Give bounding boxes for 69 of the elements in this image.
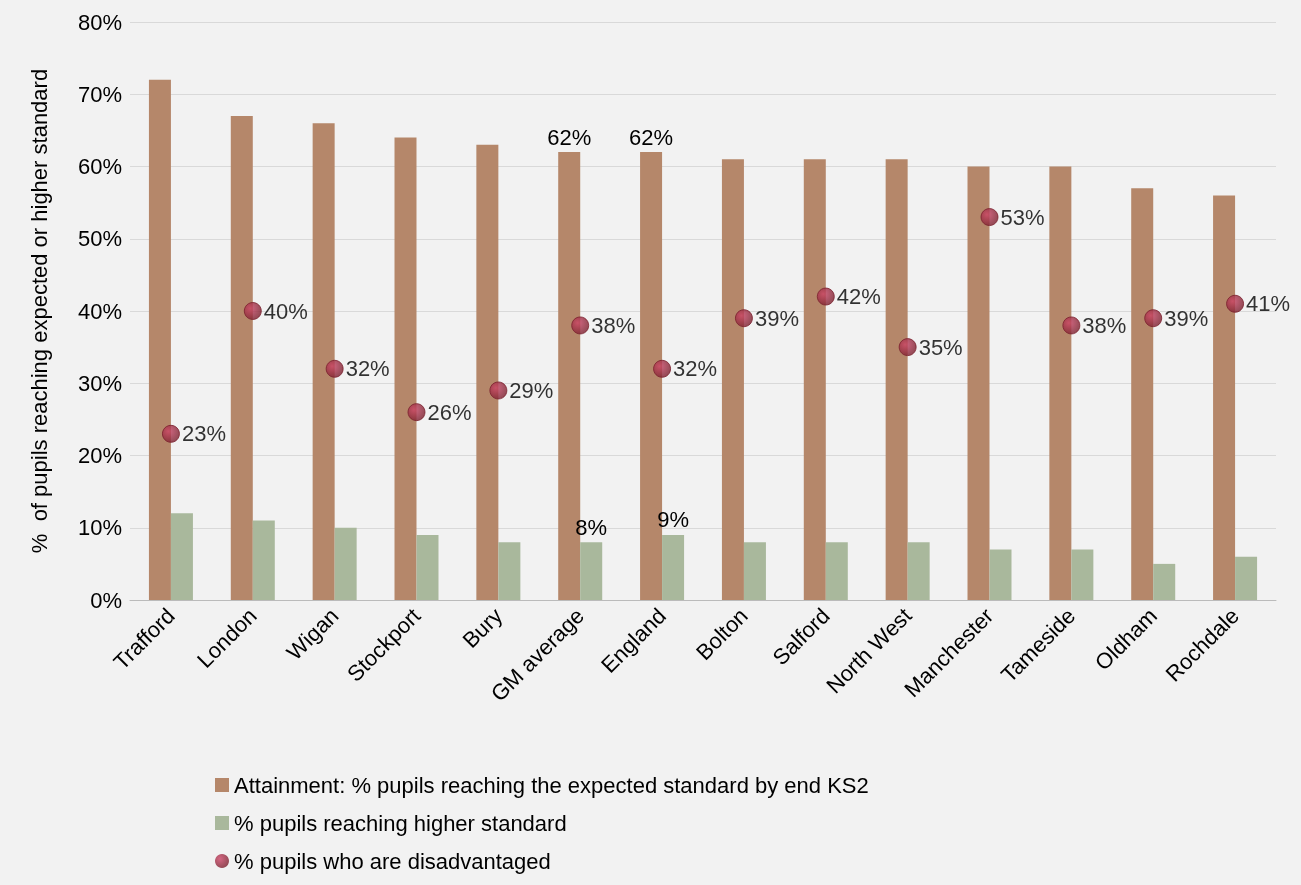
data-label: 42% xyxy=(836,284,881,310)
point xyxy=(325,359,344,378)
point xyxy=(407,403,426,422)
bar xyxy=(1131,188,1154,600)
bar xyxy=(662,534,685,600)
point xyxy=(1062,316,1081,335)
y-tick-label: 10% xyxy=(77,515,122,541)
bar xyxy=(252,520,275,600)
data-label: 29% xyxy=(509,377,554,403)
data-label: 32% xyxy=(673,356,718,382)
legend-label: % pupils reaching higher standard xyxy=(234,810,567,836)
y-tick-label: 80% xyxy=(77,9,122,35)
bar xyxy=(967,166,990,600)
bar xyxy=(825,542,848,600)
bar xyxy=(1071,549,1094,600)
data-label: 39% xyxy=(1164,305,1209,331)
legend-label: % pupils who are disadvantaged xyxy=(234,848,551,874)
bar xyxy=(1213,195,1236,600)
data-label: 38% xyxy=(1082,312,1127,338)
y-tick-label: 70% xyxy=(77,81,122,107)
bar xyxy=(498,542,521,600)
bar xyxy=(416,534,439,600)
data-label: 39% xyxy=(754,305,799,331)
bar xyxy=(743,542,766,600)
point xyxy=(1226,294,1245,313)
legend-label: Attainment: % pupils reaching the expected standard by end KS2 xyxy=(234,772,869,798)
bar xyxy=(148,79,171,600)
y-axis-title: % of pupils reaching expected or higher standard xyxy=(26,68,52,554)
bar xyxy=(989,549,1012,600)
data-label: 41% xyxy=(1246,291,1291,317)
bar xyxy=(394,137,417,600)
point xyxy=(980,208,999,227)
point xyxy=(898,338,917,357)
bar xyxy=(230,115,253,600)
bar xyxy=(885,159,908,600)
data-label: 32% xyxy=(345,356,390,382)
bar xyxy=(170,513,193,600)
data-label: 38% xyxy=(591,312,636,338)
bar xyxy=(580,542,603,600)
bar xyxy=(476,144,499,600)
y-tick-label: 30% xyxy=(77,370,122,396)
point xyxy=(734,309,753,328)
point xyxy=(1144,309,1163,328)
point xyxy=(161,424,180,443)
data-label: 62% xyxy=(547,124,592,150)
y-tick-label: 20% xyxy=(77,443,122,468)
bar xyxy=(803,159,826,600)
bar xyxy=(1049,166,1072,600)
data-label: 62% xyxy=(629,124,674,150)
y-tick-label: 0% xyxy=(90,587,122,613)
point xyxy=(489,381,508,400)
point xyxy=(816,287,835,306)
data-label: 35% xyxy=(918,334,963,360)
point xyxy=(653,359,672,378)
y-tick-label: 40% xyxy=(77,298,122,324)
point xyxy=(571,316,590,335)
data-label: 40% xyxy=(263,298,308,324)
bar xyxy=(907,542,930,600)
data-label: 23% xyxy=(181,421,226,447)
y-tick-label: 60% xyxy=(77,154,122,179)
data-label: 26% xyxy=(427,399,472,425)
bar xyxy=(312,123,335,600)
bar xyxy=(1235,556,1258,600)
bar xyxy=(334,527,357,600)
y-tick-label: 50% xyxy=(77,226,122,252)
data-label: 53% xyxy=(1000,204,1045,230)
bar xyxy=(721,159,744,600)
bar xyxy=(1153,563,1176,600)
point xyxy=(243,302,262,320)
